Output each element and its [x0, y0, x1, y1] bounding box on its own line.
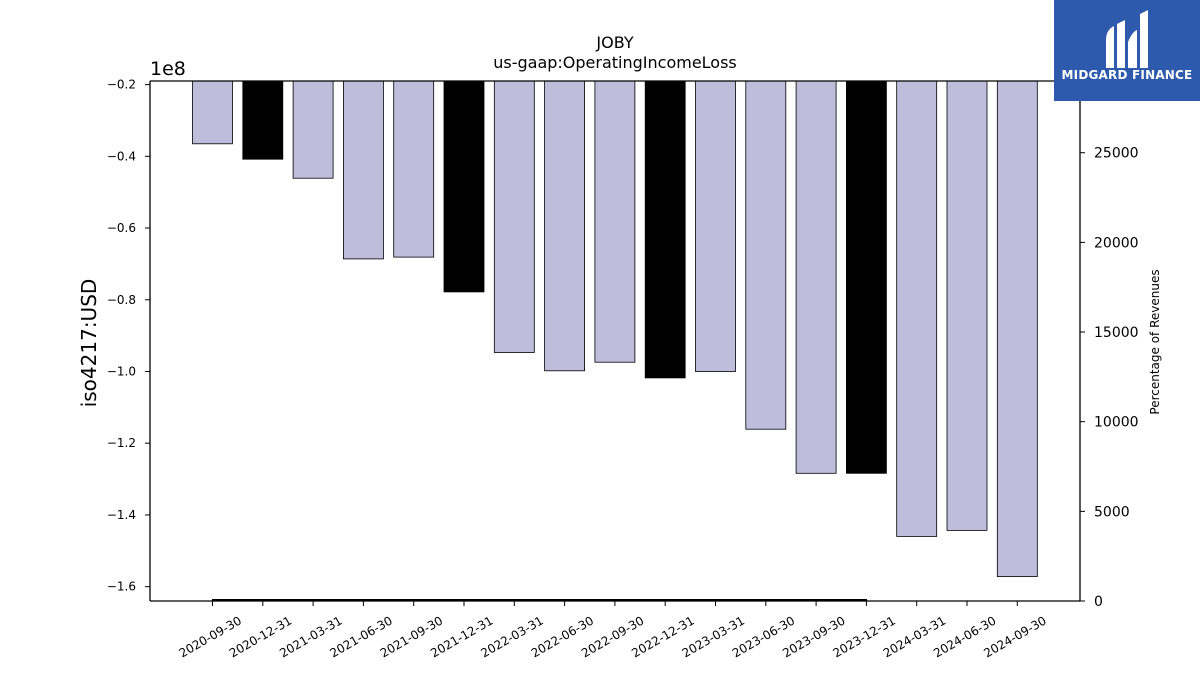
y-scale-label: 1e8 [150, 58, 186, 80]
y-tick-label: −0.4 [107, 149, 136, 163]
chart-subtitle: us-gaap:OperatingIncomeLoss [493, 53, 737, 72]
y-tick-label: −1.0 [107, 364, 136, 378]
bar-2023-06-30 [745, 80, 787, 430]
x-axis-ticks: 2020-09-302020-12-312021-03-312021-06-30… [177, 601, 1049, 660]
bar-2021-03-31 [292, 80, 334, 179]
bar-2022-12-31 [644, 80, 686, 379]
bar-2021-09-30 [393, 80, 435, 258]
bar-2022-03-31 [493, 80, 535, 353]
y2-tick-label: 10000 [1094, 415, 1139, 431]
y-tick-label: −0.8 [107, 293, 136, 307]
bar-group [192, 80, 1038, 578]
bar-2024-03-31 [896, 80, 938, 537]
y-tick-label: −1.6 [107, 580, 136, 594]
bar-2024-06-30 [946, 80, 988, 531]
midgard-finance-logo: MIDGARD FINANCE [1054, 0, 1200, 101]
bar-2023-09-30 [795, 80, 837, 474]
bar-2021-06-30 [342, 80, 384, 260]
y2-tick-label: 0 [1094, 594, 1103, 610]
chart-title: JOBY [595, 33, 633, 52]
bar-2022-09-30 [594, 80, 636, 363]
y-tick-label: −1.4 [107, 508, 136, 522]
bar-2021-12-31 [443, 80, 485, 293]
y-tick-label: −0.2 [107, 78, 136, 92]
y-tick-label: −1.2 [107, 436, 136, 450]
bar-2023-12-31 [846, 80, 887, 474]
y2-axis-label: Percentage of Revenues [1148, 269, 1162, 414]
bar-2024-09-30 [996, 80, 1038, 578]
y2-axis-ticks: 0 5000 10000 15000 20000 25000 [1080, 146, 1139, 610]
y2-tick-label: 25000 [1094, 146, 1139, 162]
bar-2020-09-30 [192, 80, 233, 145]
y-tick-label: −0.6 [107, 221, 136, 235]
logo-mark-icon [1106, 10, 1148, 68]
bar-2023-03-31 [695, 80, 736, 372]
logo-text: MIDGARD FINANCE [1061, 68, 1193, 82]
y2-tick-label: 20000 [1094, 235, 1139, 251]
y-axis-ticks: −0.2 −0.4 −0.6 −0.8 −1.0 −1.2 −1.4 −1.6 [107, 78, 150, 594]
bar-2020-12-31 [242, 80, 284, 160]
bar-2022-06-30 [544, 80, 585, 372]
y-axis-label: iso4217:USD [77, 279, 101, 408]
y2-tick-label: 15000 [1094, 325, 1139, 341]
y2-tick-label: 5000 [1094, 504, 1130, 520]
